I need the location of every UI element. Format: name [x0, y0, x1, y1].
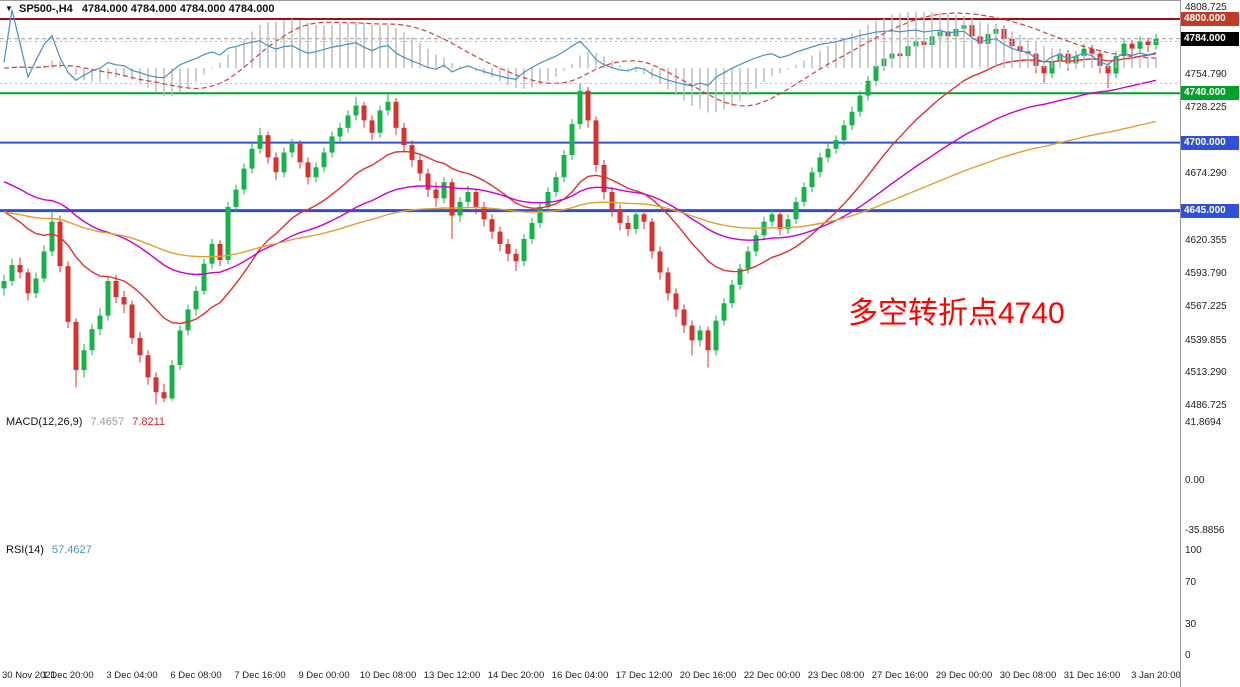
price-badge: 4800.000	[1181, 12, 1239, 26]
axis-tick-label: 4754.790	[1185, 68, 1227, 80]
price-badge: 4700.000	[1181, 136, 1239, 150]
axis-tick-label: 4593.790	[1185, 267, 1227, 279]
time-label: 6 Dec 08:00	[170, 670, 222, 681]
symbol-label: SP500-,H4	[18, 3, 73, 15]
axis-tick-label: 4567.225	[1185, 300, 1227, 312]
price-axis[interactable]: 4808.725 4754.790 4728.225 4674.290 4620.355…	[1180, 0, 1240, 687]
axis-tick-label: 4539.855	[1185, 334, 1227, 346]
macd-label-row: MACD(12,26,9) 7.4657 7.8211	[6, 416, 165, 428]
rsi-label-row: RSI(14) 57.4627	[6, 544, 92, 556]
time-label: 3 Dec 04:00	[106, 670, 158, 681]
axis-tick-label: -35.8856	[1185, 525, 1225, 537]
time-label: 23 Dec 08:00	[807, 670, 865, 681]
axis-tick-label: 0	[1185, 650, 1191, 661]
macd-signal-value: 7.8211	[132, 416, 166, 428]
rsi-indicator-canvas[interactable]	[0, 0, 1180, 123]
time-label: 1 Dec 20:00	[42, 670, 94, 681]
axis-tick-label: 4620.355	[1185, 235, 1227, 247]
price-badge: 4645.000	[1181, 204, 1239, 218]
axis-tick-label: 0.00	[1185, 475, 1205, 487]
axis-tick-label: 70	[1185, 576, 1197, 588]
chart-annotation-text[interactable]: 多空转折点4740	[848, 297, 1065, 330]
time-label: 7 Dec 16:00	[234, 670, 286, 681]
time-label: 30 Dec 08:00	[999, 670, 1057, 681]
candlestick-chart-canvas[interactable]	[0, 0, 1180, 413]
time-label: 22 Dec 00:00	[743, 670, 801, 681]
time-label: 16 Dec 04:00	[551, 670, 609, 681]
axis-tick-label: 4486.725	[1185, 400, 1227, 412]
symbol-header: ▼ SP500-,H4 4784.000 4784.000 4784.000 4…	[5, 3, 275, 15]
time-axis[interactable]: 30 Nov 2021 1 Dec 20:00 3 Dec 04:00 6 Dec 0…	[0, 665, 1181, 687]
time-label: 14 Dec 20:00	[487, 670, 545, 681]
rsi-indicator-name: RSI(14)	[6, 544, 44, 556]
time-label: 20 Dec 16:00	[679, 670, 737, 681]
panel-separator	[0, 0, 1240, 1]
time-label: 9 Dec 00:00	[298, 670, 350, 681]
axis-tick-label: 100	[1185, 545, 1202, 556]
axis-tick-label: 30	[1185, 618, 1197, 630]
chevron-down-icon[interactable]: ▼	[5, 4, 13, 13]
time-label: 17 Dec 12:00	[615, 670, 673, 681]
macd-main-value: 7.4657	[90, 416, 125, 428]
time-label: 13 Dec 12:00	[423, 670, 481, 681]
time-label: 3 Jan 20:00	[1131, 670, 1181, 681]
macd-indicator-name: MACD(12,26,9)	[6, 416, 83, 428]
time-label: 10 Dec 08:00	[359, 670, 417, 681]
time-label: 30 Nov 2021	[2, 670, 56, 681]
axis-tick-label: 4674.290	[1185, 168, 1227, 180]
time-label: 27 Dec 16:00	[871, 670, 929, 681]
axis-tick-label: 41.8694	[1185, 416, 1222, 428]
ohlc-readout: 4784.000 4784.000 4784.000 4784.000	[81, 3, 275, 15]
axis-tick-label: 4808.725	[1185, 2, 1227, 14]
time-label: 29 Dec 00:00	[935, 670, 993, 681]
time-label: 31 Dec 16:00	[1063, 670, 1121, 681]
axis-tick-label: 4728.225	[1185, 101, 1227, 113]
price-badge: 4784.000	[1181, 32, 1239, 46]
rsi-value: 57.4627	[51, 544, 92, 556]
axis-tick-label: 4513.290	[1185, 367, 1227, 379]
price-badge: 4740.000	[1181, 86, 1239, 100]
